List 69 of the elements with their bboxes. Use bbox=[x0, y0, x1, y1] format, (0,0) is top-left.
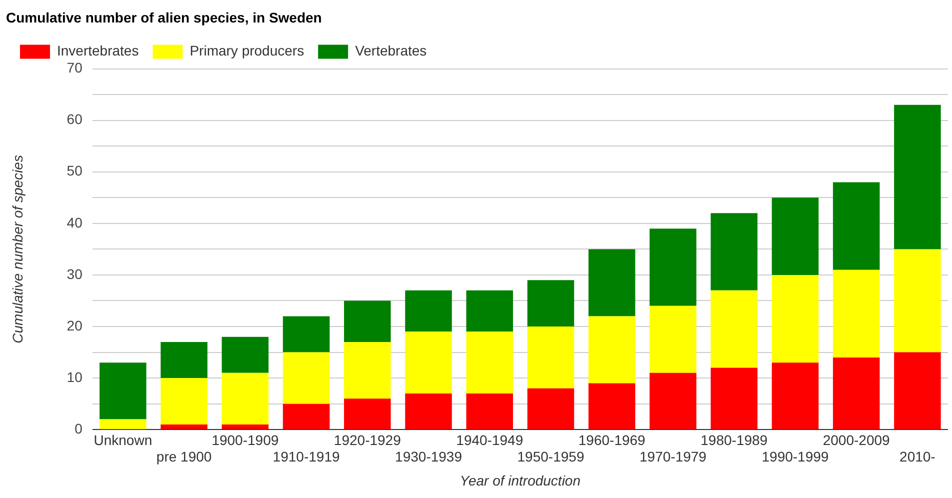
bar bbox=[588, 316, 636, 384]
bar bbox=[832, 357, 880, 430]
bar bbox=[160, 342, 208, 378]
bar bbox=[527, 326, 574, 388]
x-tick-label: 2000-2009 bbox=[822, 432, 890, 448]
y-tick-label: 20 bbox=[66, 317, 83, 334]
x-tick-label: 1950-1959 bbox=[517, 448, 584, 465]
bar bbox=[222, 336, 269, 373]
x-tick-label: 1910-1919 bbox=[272, 448, 340, 465]
x-tick-label: 1990-1999 bbox=[762, 448, 829, 465]
bar bbox=[772, 198, 819, 275]
y-axis-title: Cumulative number of species bbox=[9, 155, 26, 344]
bar bbox=[405, 394, 452, 430]
x-tick-label: Unknown bbox=[94, 432, 152, 448]
bar bbox=[222, 424, 269, 430]
x-tick-label: pre 1900 bbox=[156, 448, 212, 465]
bar bbox=[832, 270, 880, 358]
legend-label: Vertebrates bbox=[355, 42, 427, 59]
bar bbox=[832, 182, 880, 270]
y-tick-label: 60 bbox=[66, 111, 83, 128]
bar bbox=[405, 332, 452, 394]
x-tick-label: 1970-1979 bbox=[640, 448, 707, 465]
bar bbox=[650, 306, 696, 373]
chart-title: Cumulative number of alien species, in Sweden bbox=[6, 9, 322, 26]
bar bbox=[894, 104, 941, 250]
bar bbox=[588, 249, 636, 316]
bar bbox=[100, 419, 146, 430]
bar bbox=[344, 398, 391, 430]
legend-label: Primary producers bbox=[190, 42, 304, 59]
bar bbox=[405, 290, 452, 332]
x-tick-label: 1900-1909 bbox=[212, 432, 279, 448]
bar bbox=[772, 362, 819, 430]
y-tick-label: 10 bbox=[66, 368, 83, 385]
x-axis-title: Year of introduction bbox=[460, 472, 581, 488]
y-tick-label: 0 bbox=[74, 420, 83, 436]
bar bbox=[650, 228, 696, 306]
bar bbox=[100, 362, 146, 420]
bar bbox=[282, 404, 330, 430]
bar bbox=[344, 342, 391, 399]
bar bbox=[894, 249, 941, 352]
bar bbox=[527, 388, 574, 430]
x-tick-label: 1960-1969 bbox=[578, 432, 646, 448]
bar bbox=[282, 316, 330, 352]
bar bbox=[466, 394, 514, 430]
y-tick-label: 70 bbox=[66, 60, 83, 76]
bar bbox=[344, 300, 391, 342]
bar bbox=[466, 290, 514, 332]
legend-label: Invertebrates bbox=[57, 42, 139, 59]
bar bbox=[222, 372, 269, 424]
bar bbox=[466, 332, 514, 394]
bar bbox=[650, 372, 696, 430]
bar bbox=[710, 368, 758, 430]
bar bbox=[710, 290, 758, 368]
bar bbox=[527, 280, 574, 327]
x-tick-label: 1940-1949 bbox=[456, 432, 524, 448]
bar bbox=[282, 352, 330, 404]
y-tick-label: 40 bbox=[66, 214, 83, 230]
y-tick-label: 30 bbox=[66, 266, 83, 282]
bar bbox=[160, 378, 208, 424]
x-tick-label: 1930-1939 bbox=[395, 448, 462, 465]
x-tick-label: 1920-1929 bbox=[334, 432, 402, 448]
bar bbox=[710, 213, 758, 290]
bar bbox=[160, 424, 208, 430]
bar bbox=[894, 352, 941, 430]
y-tick-label: 50 bbox=[66, 162, 83, 179]
x-tick-label: 2010- bbox=[900, 448, 936, 465]
bar bbox=[772, 274, 819, 363]
bar bbox=[588, 383, 636, 430]
x-tick-label: 1980-1989 bbox=[700, 432, 768, 448]
